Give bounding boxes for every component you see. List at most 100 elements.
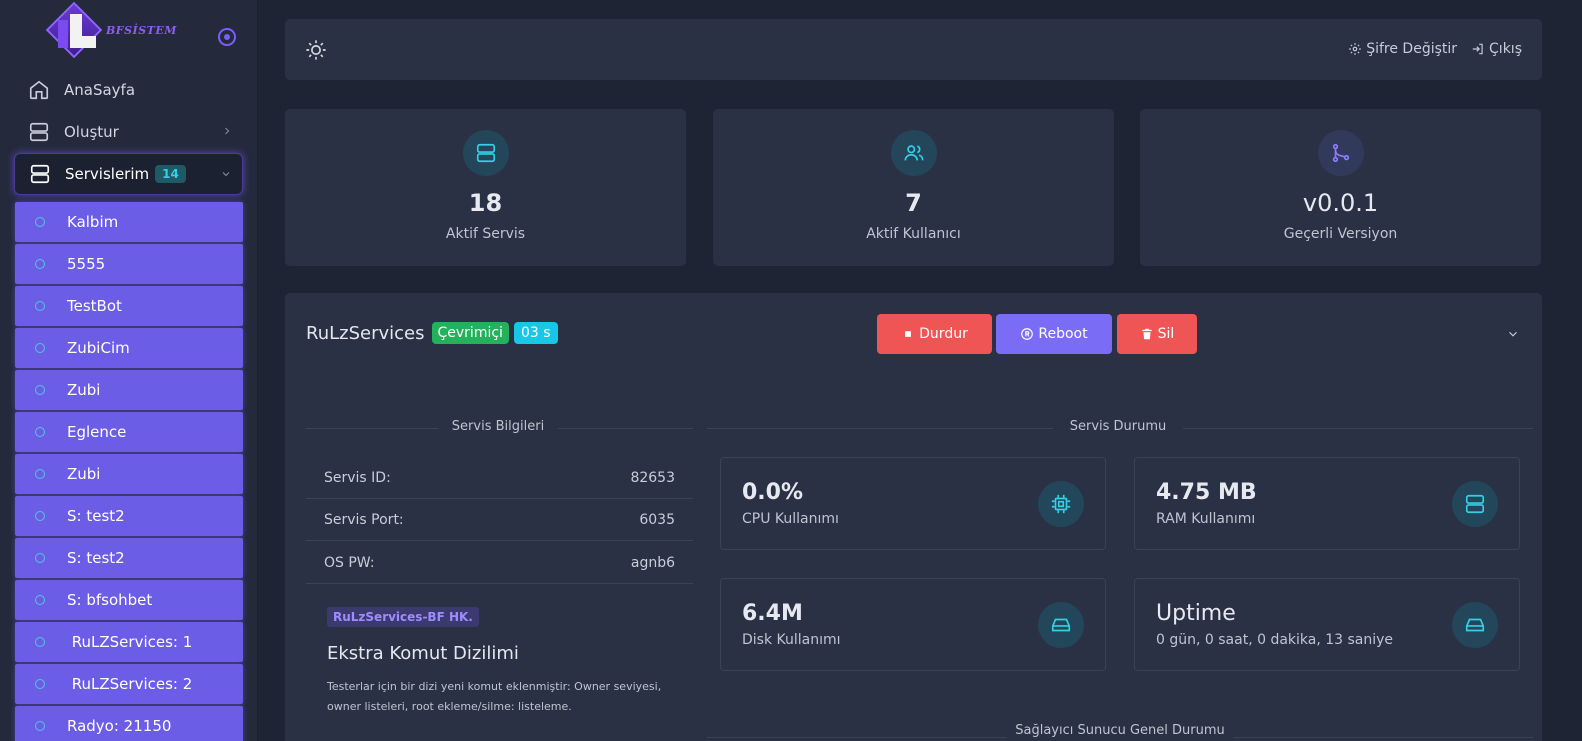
service-list-label: S: test2 bbox=[67, 507, 125, 525]
service-list-label: TestBot bbox=[67, 297, 122, 315]
sidebar: BFSİSTEM AnaSayfa Oluştur Servislerim 14… bbox=[0, 0, 258, 741]
sidebar-item-create[interactable]: Oluştur bbox=[14, 111, 243, 153]
metric-cpu: 0.0% CPU Kullanımı bbox=[720, 457, 1106, 550]
change-password-link[interactable]: Şifre Değiştir bbox=[1348, 41, 1457, 57]
service-name: RuLzServices bbox=[306, 322, 425, 344]
service-list-item[interactable]: S: test2 bbox=[15, 538, 243, 578]
divider bbox=[1183, 428, 1533, 429]
divider bbox=[1233, 737, 1533, 738]
sidebar-toggle-icon[interactable] bbox=[218, 28, 236, 46]
stat-card-active-users: 7 Aktif Kullanıcı bbox=[713, 109, 1114, 266]
reboot-button-label: Reboot bbox=[1038, 326, 1088, 342]
logout-icon bbox=[1472, 43, 1483, 55]
server-icon bbox=[1452, 481, 1498, 527]
sidebar-item-label: Servislerim bbox=[65, 165, 150, 183]
service-status-title: Servis Durumu bbox=[1069, 419, 1167, 434]
services-count-badge: 14 bbox=[155, 165, 186, 183]
circle-icon bbox=[35, 259, 45, 269]
stat-value: 18 bbox=[468, 189, 503, 217]
service-list-item[interactable]: RuLZServices: 2 bbox=[15, 664, 243, 704]
service-list-item[interactable]: S: test2 bbox=[15, 496, 243, 536]
stat-card-version: v0.0.1 Geçerli Versiyon bbox=[1140, 109, 1541, 266]
metric-uptime: Uptime 0 gün, 0 saat, 0 dakika, 13 saniy… bbox=[1134, 578, 1520, 671]
service-list-item[interactable]: ZubiCim bbox=[15, 328, 243, 368]
info-label: Servis Port: bbox=[324, 511, 404, 528]
refresh-icon bbox=[1021, 328, 1034, 340]
metric-label: CPU Kullanımı bbox=[742, 511, 839, 527]
hard-drive-icon bbox=[1038, 602, 1084, 648]
sun-icon[interactable] bbox=[305, 39, 327, 61]
chevron-down-icon[interactable] bbox=[1506, 327, 1520, 341]
circle-icon bbox=[35, 427, 45, 437]
metric-value: 6.4M bbox=[742, 601, 803, 626]
metric-value: 0.0% bbox=[742, 480, 804, 505]
metric-label: Disk Kullanımı bbox=[742, 632, 841, 648]
logo-text: BFSİSTEM bbox=[106, 24, 177, 37]
metric-label: RAM Kullanımı bbox=[1156, 511, 1256, 527]
chevron-right-icon bbox=[225, 127, 230, 135]
stat-label: Aktif Kullanıcı bbox=[866, 226, 961, 242]
circle-icon bbox=[35, 385, 45, 395]
gear-icon bbox=[1349, 43, 1362, 55]
users-icon bbox=[890, 130, 937, 176]
service-list-item[interactable]: TestBot bbox=[15, 286, 243, 326]
extra-title: Ekstra Komut Dizilimi bbox=[327, 643, 519, 664]
metric-value: Uptime bbox=[1156, 601, 1236, 626]
circle-icon bbox=[35, 301, 45, 311]
server-icon bbox=[30, 164, 50, 184]
service-list-label: Eglence bbox=[67, 423, 127, 441]
info-value: agnb6 bbox=[630, 554, 675, 571]
service-list-item[interactable]: Zubi bbox=[15, 370, 243, 410]
stat-card-active-services: 18 Aktif Servis bbox=[285, 109, 686, 266]
circle-icon bbox=[35, 637, 45, 647]
divider bbox=[707, 737, 1007, 738]
stop-icon bbox=[905, 331, 912, 337]
info-row-service-port: Servis Port: 6035 bbox=[306, 499, 693, 541]
top-header: Şifre Değiştir Çıkış bbox=[285, 19, 1542, 80]
service-list-item[interactable]: Zubi bbox=[15, 454, 243, 494]
service-panel: RuLzServices Çevrimiçi 03 s Durdur Reboo… bbox=[285, 293, 1542, 741]
status-badge: Çevrimiçi bbox=[431, 322, 509, 344]
metric-disk: 6.4M Disk Kullanımı bbox=[720, 578, 1106, 671]
stat-label: Aktif Servis bbox=[445, 226, 526, 242]
sidebar-item-home[interactable]: AnaSayfa bbox=[14, 69, 243, 111]
circle-icon bbox=[35, 679, 45, 689]
trash-icon bbox=[1141, 328, 1152, 340]
circle-icon bbox=[35, 721, 45, 731]
metric-label: 0 gün, 0 saat, 0 dakika, 13 saniye bbox=[1156, 632, 1394, 648]
delete-button-label: Sil bbox=[1157, 326, 1175, 342]
sidebar-item-services[interactable]: Servislerim 14 bbox=[14, 153, 243, 195]
stat-value: v0.0.1 bbox=[1302, 189, 1379, 217]
circle-icon bbox=[35, 217, 45, 227]
service-list-label: Zubi bbox=[67, 381, 101, 399]
service-list-label: S: bfsohbet bbox=[67, 591, 153, 609]
service-list-label: S: test2 bbox=[67, 549, 125, 567]
chevron-down-icon bbox=[222, 172, 230, 177]
service-list-item[interactable]: Radyo: 21150 bbox=[15, 706, 243, 741]
delete-button[interactable]: Sil bbox=[1117, 314, 1197, 354]
info-label: Servis ID: bbox=[324, 469, 391, 486]
extra-badge: RuLzServices-BF HK. bbox=[327, 607, 479, 627]
service-list-item[interactable]: S: bfsohbet bbox=[15, 580, 243, 620]
server-icon bbox=[29, 122, 49, 142]
extra-description: Testerlar için bir dizi yeni komut eklen… bbox=[327, 680, 662, 713]
service-list-item[interactable]: Eglence bbox=[15, 412, 243, 452]
circle-icon bbox=[35, 595, 45, 605]
service-list-item[interactable]: 5555 bbox=[15, 244, 243, 284]
divider bbox=[707, 428, 1053, 429]
service-list-label: RuLZServices: 2 bbox=[67, 675, 193, 693]
stop-button[interactable]: Durdur bbox=[877, 314, 992, 354]
metric-value: 4.75 MB bbox=[1156, 480, 1257, 505]
service-list-item[interactable]: Kalbim bbox=[15, 202, 243, 242]
divider bbox=[558, 428, 693, 429]
git-branch-icon bbox=[1317, 130, 1364, 176]
home-icon bbox=[29, 80, 49, 100]
brand-logo[interactable]: BFSİSTEM bbox=[45, 1, 188, 62]
service-list-label: 5555 bbox=[67, 255, 106, 273]
reboot-button[interactable]: Reboot bbox=[996, 314, 1112, 354]
logout-link[interactable]: Çıkış bbox=[1471, 41, 1522, 57]
info-value: 6035 bbox=[639, 511, 675, 528]
service-list-item[interactable]: RuLZServices: 1 bbox=[15, 622, 243, 662]
service-list-label: Zubi bbox=[67, 465, 101, 483]
server-icon bbox=[462, 130, 509, 176]
